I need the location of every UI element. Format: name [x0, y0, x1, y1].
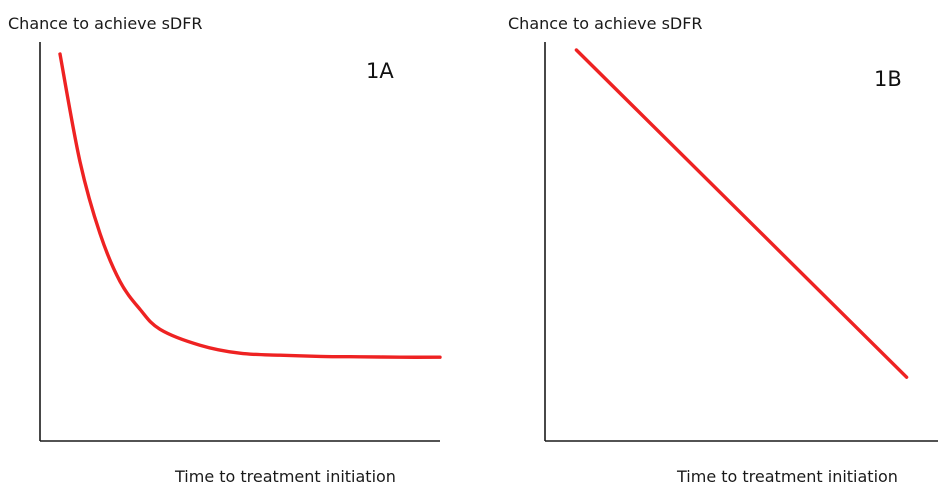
chart-panel-1a: Chance to achieve sDFR 1A Time to treatm… [8, 14, 442, 485]
line-1b [574, 48, 909, 379]
panel-label-1a: 1A [366, 59, 394, 83]
y-axis-label-1a: Chance to achieve sDFR [8, 14, 203, 33]
curve-1a [58, 52, 442, 359]
y-axis-label-1b: Chance to achieve sDFR [508, 14, 703, 33]
x-axis-label-1a: Time to treatment initiation [174, 467, 396, 485]
panel-label-1b: 1B [874, 67, 902, 91]
chart-panel-1b: Chance to achieve sDFR 1B Time to treatm… [508, 14, 938, 485]
x-axis-label-1b: Time to treatment initiation [676, 467, 898, 485]
